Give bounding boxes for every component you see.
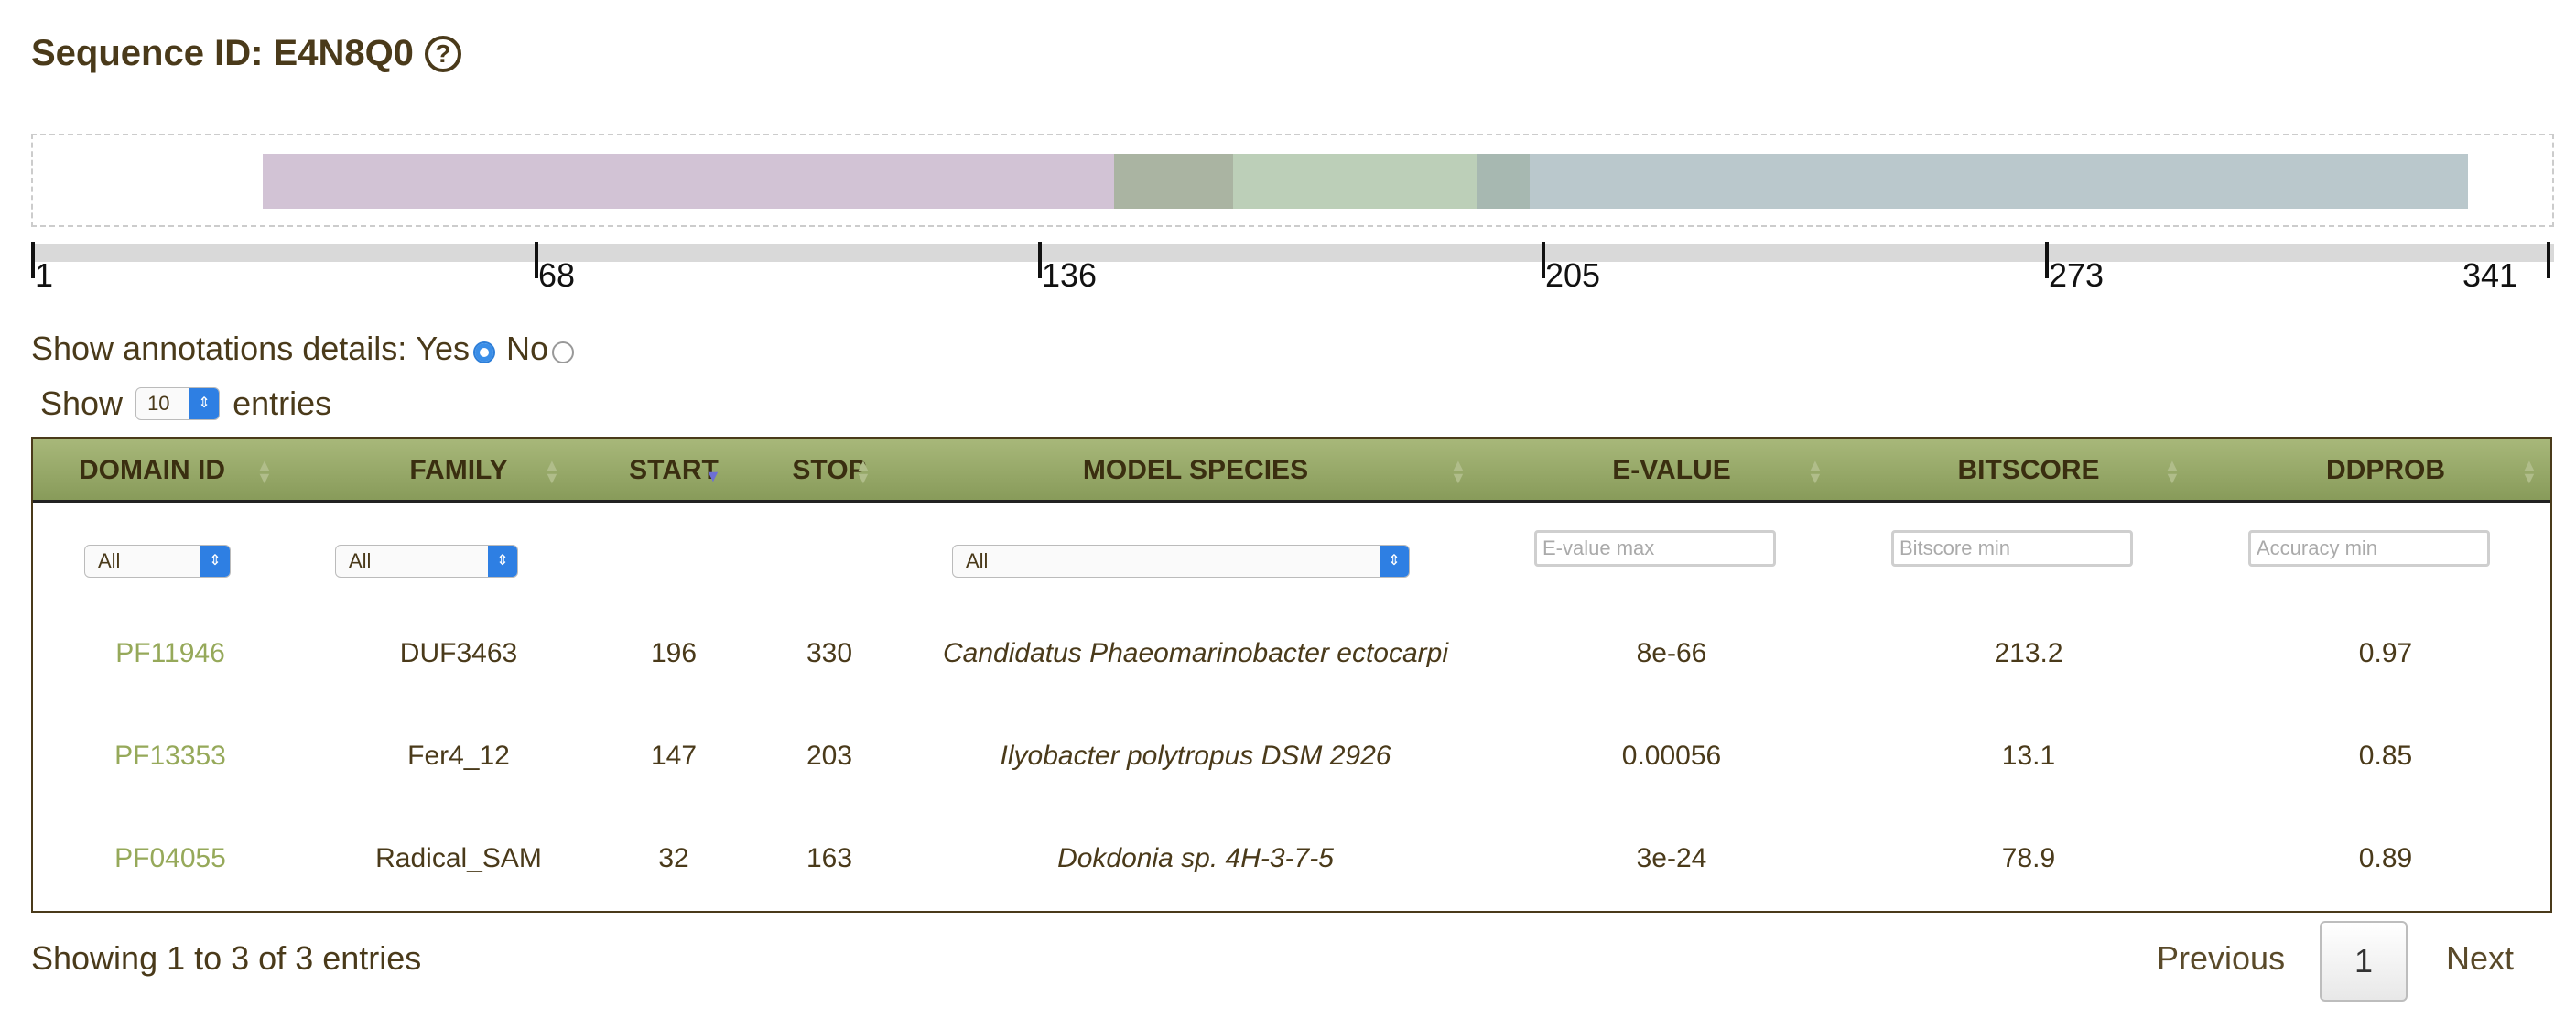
stop-cell: 163 [806, 843, 853, 873]
sort-icon: ▲ ▼ [256, 456, 273, 487]
entries-per-page-value: 10 [147, 392, 170, 415]
column-header-bitscore[interactable]: BITSCORE [1957, 455, 2100, 485]
stop-cell: 203 [806, 741, 853, 771]
ruler-label: 273 [2049, 256, 2105, 294]
annotations-yes-radio[interactable] [473, 341, 496, 363]
ddprob-cell: 0.85 [2358, 741, 2413, 771]
page-title: Sequence ID: E4N8Q0 ? [31, 33, 461, 74]
page-title-text: Sequence ID: E4N8Q0 [31, 33, 414, 73]
column-header-start[interactable]: START [629, 455, 719, 485]
ruler-tick [1542, 242, 1545, 278]
species-cell: Dokdonia sp. 4H-3-7-5 [1057, 843, 1334, 873]
ruler-label: 1 [35, 256, 54, 294]
bitscore-min-input[interactable] [1891, 530, 2133, 567]
select-arrows-icon: ⇕ [1380, 546, 1409, 577]
select-arrows-icon: ⇕ [200, 546, 230, 577]
sort-icon: ▲ ▼ [855, 456, 871, 487]
sort-icon: ▲ ▼ [544, 456, 560, 487]
ruler-tick [2547, 242, 2550, 278]
table-header: DOMAIN ID ▲ ▼ FAMILY ▲ ▼ START ▼ STOP ▲ ▼ M… [33, 439, 2550, 503]
column-header-stop[interactable]: STOP [792, 455, 867, 485]
previous-button[interactable]: Previous [2157, 939, 2286, 977]
ruler-label: 205 [1545, 256, 1601, 294]
ruler-label: 68 [538, 256, 576, 294]
sort-icon: ▲ ▼ [1807, 456, 1824, 487]
column-header-e-value[interactable]: E-VALUE [1612, 455, 1731, 485]
next-button[interactable]: Next [2446, 939, 2515, 977]
select-arrows-icon: ⇕ [488, 546, 517, 577]
annotations-no-label: No [506, 330, 549, 367]
bitscore-cell: 13.1 [2001, 741, 2056, 771]
family-cell: DUF3463 [399, 638, 518, 668]
annotations-toggle: Show annotations details: Yes No [31, 330, 585, 368]
start-cell: 32 [658, 843, 689, 873]
ruler-label: 341 [2462, 256, 2518, 294]
select-arrows-icon: ⇕ [189, 388, 220, 419]
annotations-yes-label: Yes [416, 330, 471, 367]
ruler-tick [535, 242, 538, 278]
stop-cell: 330 [806, 638, 853, 668]
sequence-ruler [31, 244, 2554, 262]
column-header-model-species[interactable]: MODEL SPECIES [1082, 455, 1309, 485]
column-header-domain-id[interactable]: DOMAIN ID [79, 455, 225, 485]
column-header-ddprob[interactable]: DDPROB [2325, 455, 2445, 485]
page-button-1[interactable]: 1 [2320, 921, 2408, 1002]
domain-segment-duf3463[interactable] [1530, 154, 2468, 209]
domain-segment-radical-sam[interactable] [263, 154, 1114, 209]
domain-id-filter[interactable]: All ⇕ [84, 545, 231, 578]
evalue-cell: 0.00056 [1621, 741, 1722, 771]
annotations-label: Show annotations details: [31, 330, 407, 367]
domain-id-link[interactable]: PF13353 [114, 741, 226, 771]
ruler-tick [1038, 242, 1042, 278]
domain-architecture-track [31, 134, 2554, 227]
sort-icon: ▲ ▼ [2164, 456, 2181, 487]
start-cell: 147 [650, 741, 698, 771]
domain-segment-overlap-1[interactable] [1114, 154, 1233, 209]
evalue-cell: 3e-24 [1636, 843, 1707, 873]
domain-id-link[interactable]: PF11946 [115, 638, 225, 668]
sort-icon: ▲ ▼ [2521, 456, 2538, 487]
question-circle-icon[interactable]: ? [424, 35, 461, 72]
length-prefix: Show [40, 385, 124, 422]
ddprob-cell: 0.97 [2358, 638, 2413, 668]
bitscore-cell: 78.9 [2001, 843, 2056, 873]
evalue-max-input[interactable] [1534, 530, 1776, 567]
ruler-label: 136 [1042, 256, 1098, 294]
sort-icon: ▲ ▼ [1450, 456, 1467, 487]
column-header-family[interactable]: FAMILY [409, 455, 508, 485]
domain-id-link[interactable]: PF04055 [114, 843, 226, 873]
species-cell: Ilyobacter polytropus DSM 2926 [1000, 741, 1391, 771]
domain-segment-overlap-2[interactable] [1477, 154, 1530, 209]
sort-desc-icon: ▼ [705, 467, 721, 485]
table-info: Showing 1 to 3 of 3 entries [31, 939, 422, 977]
species-cell: Candidatus Phaeomarinobacter ectocarpi [943, 638, 1448, 668]
evalue-cell: 8e-66 [1636, 638, 1707, 668]
family-cell: Radical_SAM [375, 843, 542, 873]
length-suffix: entries [233, 385, 332, 422]
family-cell: Fer4_12 [407, 741, 510, 771]
ddprob-cell: 0.89 [2358, 843, 2413, 873]
start-cell: 196 [650, 638, 698, 668]
annotations-no-radio[interactable] [552, 341, 575, 363]
domain-segment-fer4-12[interactable] [1233, 154, 1477, 209]
species-filter[interactable]: All ⇕ [952, 545, 1410, 578]
family-filter[interactable]: All ⇕ [335, 545, 518, 578]
bitscore-cell: 213.2 [1994, 638, 2063, 668]
entries-per-page-select[interactable]: 10 ⇕ [135, 387, 221, 420]
accuracy-min-input[interactable] [2248, 530, 2490, 567]
entries-length-menu: Show 10 ⇕ entries [40, 385, 331, 423]
ruler-tick [31, 242, 35, 278]
ruler-tick [2045, 242, 2049, 278]
domains-table: DOMAIN ID ▲ ▼ FAMILY ▲ ▼ START ▼ STOP ▲ ▼ M… [31, 437, 2552, 913]
